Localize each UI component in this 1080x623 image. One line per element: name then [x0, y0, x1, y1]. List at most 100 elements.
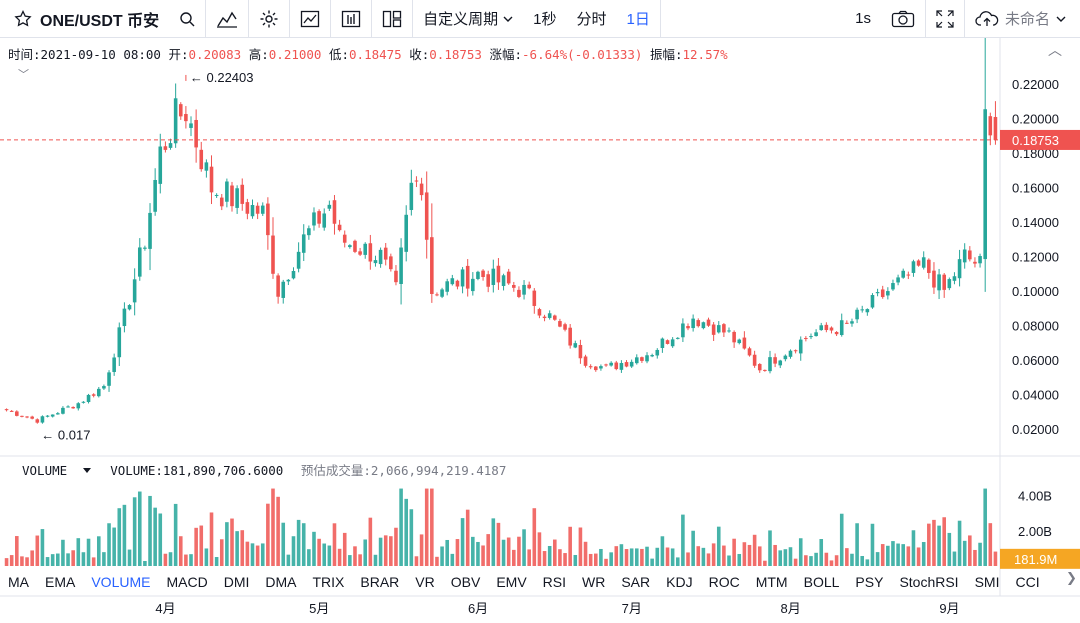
candle-body — [517, 289, 521, 297]
indicator-obv[interactable]: OBV — [450, 574, 481, 590]
volume-bar — [973, 549, 977, 566]
volume-bar — [839, 513, 844, 566]
candle-body — [230, 185, 234, 207]
chevron-up-icon[interactable]: ︿ — [1048, 42, 1062, 58]
volume-bar — [424, 488, 429, 566]
candle-body — [81, 401, 86, 403]
volume-bar — [35, 535, 40, 566]
screenshot-button[interactable] — [881, 0, 926, 38]
candle-body — [973, 261, 977, 264]
indicator-psy[interactable]: PSY — [855, 574, 884, 590]
candle-body — [419, 183, 424, 196]
candle-body — [260, 205, 265, 214]
indicator-mtm[interactable]: MTM — [755, 574, 788, 590]
volume-bar — [553, 539, 557, 566]
price-chart[interactable]: 0.220000.200000.180000.160000.140000.120… — [0, 38, 1080, 623]
volume-bar — [696, 546, 701, 566]
chart-type-button[interactable] — [290, 0, 332, 38]
indicator-dmi[interactable]: DMI — [223, 574, 250, 590]
interval-1d[interactable]: 1日 — [617, 0, 661, 38]
candle-body — [993, 116, 998, 140]
indicator-vr[interactable]: VR — [415, 574, 435, 590]
star-icon[interactable] — [14, 9, 32, 28]
candle-body — [522, 284, 526, 295]
indicator-trix[interactable]: TRIX — [312, 574, 345, 590]
period-dropdown[interactable]: 自定义周期 — [413, 0, 523, 38]
indicator-rsi[interactable]: RSI — [542, 574, 567, 590]
candle-body — [640, 357, 644, 361]
indicator-dma[interactable]: DMA — [265, 574, 297, 590]
candle-body — [804, 338, 808, 340]
interval-1s[interactable]: 1秒 — [523, 0, 566, 38]
indicator-ema[interactable]: EMA — [45, 574, 76, 590]
indicator-smi[interactable]: SMI — [974, 574, 1000, 590]
volume-bar — [465, 509, 470, 566]
volume-current-tag — [1000, 548, 1080, 569]
candle-body — [568, 327, 572, 346]
candle-body — [332, 200, 337, 224]
indicator-brar[interactable]: BRAR — [360, 574, 400, 590]
candle-body — [609, 362, 613, 366]
compare-button[interactable] — [331, 0, 373, 38]
candle-body — [445, 281, 449, 292]
indicator-boll[interactable]: BOLL — [803, 574, 840, 590]
interval-minute[interactable]: 分时 — [566, 0, 616, 38]
volume-tick-label: 4.00B — [1018, 489, 1052, 504]
volume-bar — [547, 545, 552, 566]
indicator-emv[interactable]: EMV — [496, 574, 527, 590]
save-layout-button[interactable]: 未命名 — [965, 0, 1080, 38]
indicator-volume[interactable]: VOLUME — [91, 574, 151, 590]
candle-body — [117, 327, 122, 358]
fullscreen-button[interactable] — [926, 0, 965, 38]
symbol-selector[interactable]: ONE/USDT 币安 — [0, 0, 207, 38]
indicator-cci[interactable]: CCI — [1015, 574, 1040, 590]
volume-bar — [896, 543, 900, 566]
open-value: 0.20083 — [188, 47, 242, 62]
scroll-right-icon[interactable]: ❯ — [1066, 570, 1077, 585]
volume-bar — [522, 529, 526, 566]
candle-body — [76, 403, 81, 409]
candle-body — [650, 355, 654, 357]
candle-body — [711, 324, 716, 335]
indicator-macd[interactable]: MACD — [166, 574, 208, 590]
search-icon[interactable] — [179, 11, 195, 27]
indicator-roc[interactable]: ROC — [708, 574, 740, 590]
volume-bar — [445, 539, 449, 566]
volume-bar — [686, 552, 690, 566]
candle-body — [824, 324, 829, 331]
volume-bar — [978, 542, 982, 566]
volume-bar — [9, 555, 14, 566]
volume-bar — [322, 543, 327, 566]
volume-bar — [793, 558, 798, 566]
volume-bar — [742, 542, 747, 566]
current-price-tag — [1000, 129, 1080, 150]
volume-bar — [286, 554, 291, 566]
indicator-ma[interactable]: MA — [8, 574, 29, 590]
volume-bar — [675, 557, 680, 566]
volume-bar — [660, 536, 665, 566]
volume-bar — [163, 553, 168, 566]
volume-bar — [173, 503, 178, 566]
indicator-sar[interactable]: SAR — [621, 574, 651, 590]
indicators-button[interactable] — [206, 0, 250, 38]
high-label: 高: — [248, 47, 269, 62]
candle-body — [255, 205, 260, 214]
candle-body — [978, 256, 982, 264]
indicator-wr[interactable]: WR — [582, 574, 606, 590]
indicator-kdj[interactable]: KDJ — [666, 574, 693, 590]
candle-body — [696, 320, 701, 327]
candle-body — [271, 235, 275, 274]
indicator-stochrsi[interactable]: StochRSI — [899, 574, 959, 590]
volume-bar — [332, 523, 337, 566]
volume-bar — [414, 556, 419, 566]
candle-body — [250, 205, 255, 217]
volume-dropdown-icon[interactable] — [82, 468, 91, 473]
collapse-legend-icon[interactable]: ﹀ — [18, 69, 29, 81]
candle-body — [199, 149, 204, 170]
settings-button[interactable] — [249, 0, 291, 38]
candle-body — [460, 269, 465, 287]
candle-body — [286, 279, 291, 282]
refresh-rate-button[interactable]: 1s — [845, 0, 881, 38]
interval-label: 1日 — [626, 11, 650, 28]
layout-button[interactable] — [372, 0, 414, 38]
